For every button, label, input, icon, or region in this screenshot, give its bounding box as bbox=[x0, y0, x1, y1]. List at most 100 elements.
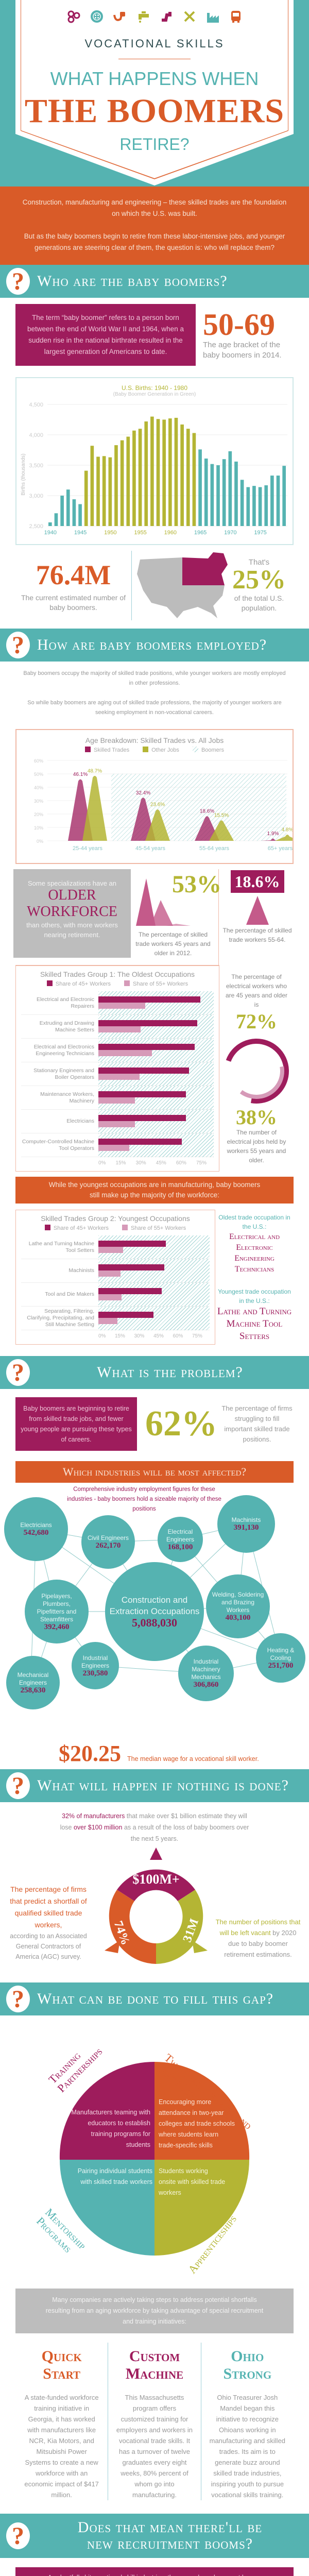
employed-intro: Baby boomers occupy the majority of skil… bbox=[0, 662, 309, 718]
electrical-stats: The percentage of electrical workers who… bbox=[219, 965, 294, 1172]
section-title: Does that mean there'll be new recruitmen… bbox=[77, 2519, 263, 2552]
industry-bubble: Electricians 542,680 bbox=[4, 1497, 68, 1561]
bar-row: Maintenance Workers, Machinery bbox=[21, 1086, 214, 1110]
svg-text:1.9%: 1.9% bbox=[267, 831, 279, 837]
industry-bubble: Industrial Engineers 230,580 bbox=[72, 1642, 119, 1689]
legend-other: Other Jobs bbox=[143, 747, 179, 753]
age-bracket-caption: The age bracket of the baby boomers in 2… bbox=[203, 341, 282, 360]
intro-panel: Construction, manufacturing and engineer… bbox=[0, 187, 309, 265]
births-chart: U.S. Births: 1940 - 1980 (Baby Boomer Ge… bbox=[15, 377, 294, 545]
bar-row: Electricians bbox=[21, 1109, 214, 1133]
count-value: 76.4M bbox=[36, 559, 111, 590]
us-map bbox=[132, 549, 228, 621]
age-area-chart: 0%10%20%30%40%50%60%46.1%32.4%18.6%1.9%4… bbox=[34, 758, 300, 852]
factory-icon bbox=[205, 9, 220, 24]
industry-bubble: Industrial Machinery Mechanics 306,860 bbox=[178, 1646, 234, 1701]
wage-stat: $20.25 The median wage for a vocational … bbox=[59, 1741, 259, 1766]
legend-boomers: Boomers bbox=[192, 747, 224, 753]
section-header-booms: ? Does that mean there'll be new recruitm… bbox=[0, 2514, 309, 2558]
impact-ring-section: The percentage of firms that predict a s… bbox=[0, 1844, 309, 1982]
gears-icon bbox=[66, 9, 81, 24]
oldest-youngest: Oldest trade occupation in the U.S.: Ele… bbox=[217, 1214, 292, 1342]
employed-p2: So while baby boomers are aging out of s… bbox=[27, 700, 282, 716]
industry-bubble: Heating & Cooling 251,700 bbox=[256, 1633, 305, 1683]
button-icon bbox=[90, 9, 104, 24]
section-header-problem: ? What is the problem? bbox=[0, 1356, 309, 1389]
intro-p1: Construction, manufacturing and engineer… bbox=[22, 198, 287, 217]
age-stat: 50-69 The age bracket of the baby boomer… bbox=[196, 309, 294, 361]
impact-ring: $100M+ 74% 31M bbox=[105, 1848, 208, 1964]
right-caption: The number of positions that will be lef… bbox=[215, 1918, 301, 1958]
industries-header: Which industries will be most affected? bbox=[15, 1461, 294, 1483]
share-value: 25% bbox=[232, 565, 286, 595]
svg-text:50%: 50% bbox=[34, 772, 43, 777]
industry-bubble: Construction and Extraction Occupations 5… bbox=[105, 1562, 204, 1661]
svg-text:32.4%: 32.4% bbox=[136, 790, 150, 796]
svg-text:1945: 1945 bbox=[74, 530, 87, 536]
question-mark-icon: ? bbox=[6, 2522, 30, 2550]
svg-text:Births (thousands): Births (thousands) bbox=[21, 453, 26, 495]
svg-text:3,000: 3,000 bbox=[29, 493, 43, 499]
industry-bubble: Pipelayers, Plumbers, Pipefitters and St… bbox=[25, 1580, 89, 1643]
svg-text:10%: 10% bbox=[34, 825, 43, 831]
question-mark-icon: ? bbox=[6, 268, 30, 295]
svg-text:65+ years: 65+ years bbox=[268, 845, 293, 852]
bar-row: Machinists bbox=[21, 1259, 210, 1283]
bar-row: Extruding and Drawing Machine Setters bbox=[21, 1014, 214, 1039]
svg-text:15.5%: 15.5% bbox=[214, 813, 229, 819]
booms-box: As shortfalls hit vocational skill indus… bbox=[15, 2567, 294, 2576]
svg-text:45-54 years: 45-54 years bbox=[135, 845, 166, 852]
industry-bubble: Machinists 391,130 bbox=[217, 1495, 275, 1553]
population-row: 76.4M The current estimated number of ba… bbox=[15, 549, 294, 621]
group1-bars: Electrical and Electronic Repairers Extru… bbox=[21, 991, 214, 1157]
companies-intro: Many companies are actively taking steps… bbox=[15, 2289, 294, 2333]
svg-text:18.6%: 18.6% bbox=[200, 809, 214, 815]
svg-text:60%: 60% bbox=[34, 758, 43, 764]
section-header-how: ? How are baby boomers employed? bbox=[0, 629, 309, 662]
share-caption: of the total U.S. population. bbox=[234, 594, 284, 612]
svg-text:25-44 years: 25-44 years bbox=[73, 845, 103, 852]
svg-text:$100M+: $100M+ bbox=[132, 1872, 179, 1887]
svg-text:23.6%: 23.6% bbox=[150, 802, 165, 808]
svg-text:1965: 1965 bbox=[194, 530, 207, 536]
svg-text:55-64 years: 55-64 years bbox=[199, 845, 230, 852]
quad-text-training: Manufacturers teaming with educators to … bbox=[71, 2109, 150, 2148]
question-mark-icon: ? bbox=[6, 1772, 30, 1800]
svg-text:4.8%: 4.8% bbox=[282, 827, 293, 833]
share-stat: That's 25% of the total U.S. population. bbox=[225, 558, 294, 613]
svg-text:1970: 1970 bbox=[224, 530, 236, 536]
title-line3: RETIRE? bbox=[119, 135, 190, 154]
chart-legend: Skilled Trades Other Jobs Boomers bbox=[16, 747, 293, 753]
older-workforce-row: Some specializations have an OLDER WORKF… bbox=[13, 869, 296, 965]
industry-bubble: Civil Engineers 262,170 bbox=[81, 1515, 135, 1569]
hero-header: VOCATIONAL SKILLS WHAT HAPPENS WHEN THE … bbox=[0, 0, 309, 187]
svg-text:1960: 1960 bbox=[164, 530, 177, 536]
bar-row: Lathe and Turning Machine Tool Setters bbox=[21, 1235, 210, 1259]
svg-text:4,000: 4,000 bbox=[29, 432, 43, 438]
count-caption: The current estimated number of baby boo… bbox=[21, 593, 126, 612]
svg-text:4,500: 4,500 bbox=[29, 402, 43, 408]
group2-row: Skilled Trades Group 2: Youngest Occupat… bbox=[15, 1210, 294, 1345]
title-line1: WHAT HAPPENS WHEN bbox=[50, 68, 259, 89]
group2-chart: Skilled Trades Group 2: Youngest Occupat… bbox=[15, 1210, 215, 1345]
bar-row: Electrical and Electronics Engineering T… bbox=[21, 1038, 214, 1062]
title-line2: THE BOOMERS bbox=[24, 92, 285, 130]
older-workforce-box: Some specializations have an OLDER WORKF… bbox=[13, 869, 131, 958]
section-title: What can be done to fill this gap? bbox=[37, 1990, 274, 2007]
tools-icon bbox=[182, 9, 197, 24]
svg-text:40%: 40% bbox=[34, 785, 43, 790]
births-bar-chart: 2,500 3,000 3,500 4,000 4,500 Births (thousan… bbox=[21, 402, 287, 536]
svg-text:2,500: 2,500 bbox=[29, 523, 43, 530]
industry-bubble: Mechanical Engineers 258,630 bbox=[6, 1656, 60, 1709]
share-prefix: That's bbox=[248, 557, 270, 567]
pipe-icon bbox=[159, 9, 174, 24]
question-mark-icon: ? bbox=[6, 1986, 30, 2013]
bar-row: Tool and Die Makers bbox=[21, 1282, 210, 1307]
plug-icon bbox=[113, 9, 127, 24]
age-bracket-value: 50-69 bbox=[203, 308, 275, 342]
svg-text:30%: 30% bbox=[34, 799, 43, 804]
industries-bottom: $20.25 The median wage for a vocational … bbox=[0, 1685, 309, 1766]
svg-text:1975: 1975 bbox=[254, 530, 266, 536]
bus-icon bbox=[229, 9, 243, 24]
program-column: Ohio Strong Ohio Treasurer Josh Mandel beg… bbox=[200, 2343, 294, 2500]
